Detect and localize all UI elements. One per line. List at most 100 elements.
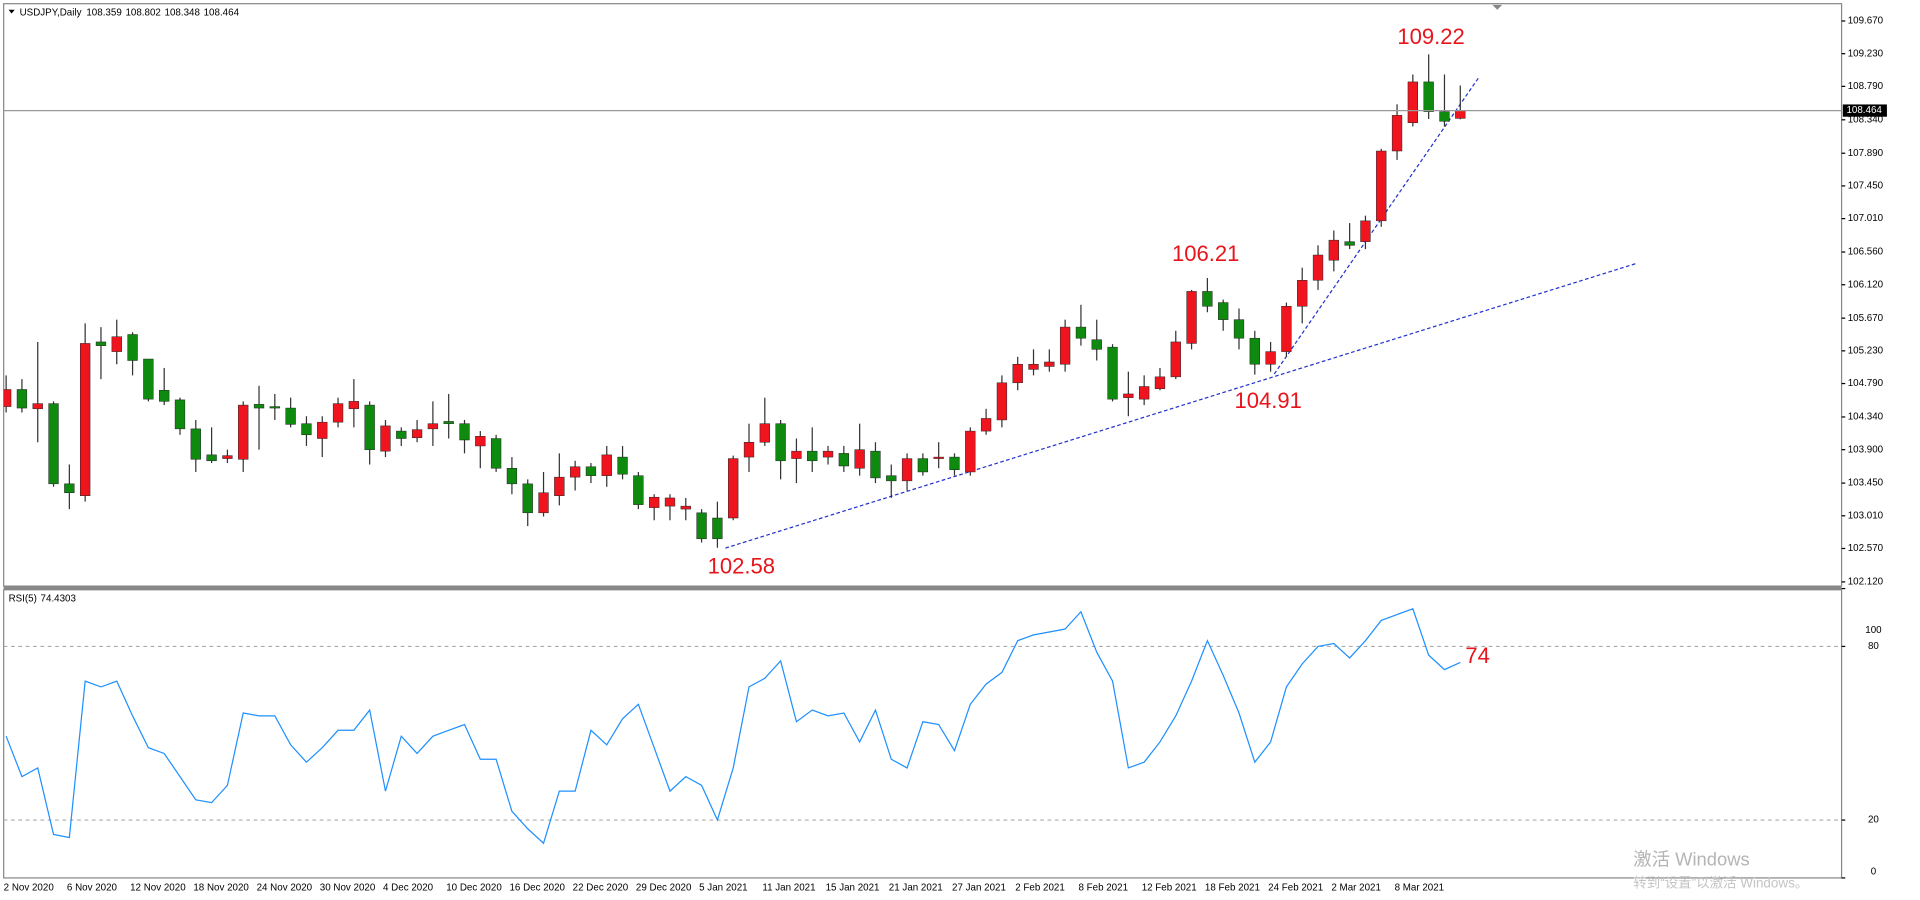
candle-body [206, 454, 217, 462]
y-tick-label: 105.230 [1848, 345, 1884, 356]
candle-body [1376, 150, 1387, 222]
candle-body [538, 492, 549, 514]
x-tick-label: 30 Nov 2020 [320, 882, 376, 893]
x-tick-label: 24 Feb 2021 [1268, 882, 1323, 893]
candle-body [1154, 376, 1166, 389]
candle-body [364, 404, 375, 450]
candle-body [143, 358, 154, 400]
candle-body [301, 423, 312, 436]
header-high: 108.802 [125, 7, 160, 18]
y-tick-label: 107.450 [1848, 181, 1884, 192]
candle-body [585, 466, 597, 476]
header-low: 108.348 [165, 7, 201, 18]
y-tick-label: 109.230 [1848, 48, 1884, 59]
y2-tick-label: 20 [1868, 815, 1879, 826]
candle-body [996, 382, 1008, 421]
y2-tick-label: 100 [1865, 625, 1882, 636]
chart-header: USDJPY,Daily 108.359 108.802 108.348 108.464 [20, 7, 240, 18]
candle-body [664, 497, 676, 507]
x-tick-label: 8 Mar 2021 [1395, 882, 1445, 893]
candle-body [1218, 302, 1229, 320]
candle-body [791, 450, 802, 459]
candle-body [1439, 111, 1450, 122]
y-tick-label: 102.120 [1848, 576, 1884, 587]
candle-body [1170, 341, 1181, 378]
candle-body [854, 449, 865, 469]
y-tick-label: 107.010 [1848, 213, 1884, 224]
y-tick-label: 104.790 [1848, 378, 1884, 389]
candle-body [696, 512, 707, 540]
candle-body [1059, 326, 1071, 365]
x-tick-label: 27 Jan 2021 [952, 882, 1006, 893]
candle-body [601, 454, 612, 476]
candle-body [1202, 291, 1213, 307]
x-tick-label: 12 Nov 2020 [130, 882, 186, 893]
x-tick-label: 5 Jan 2021 [699, 882, 747, 893]
panel-separator [3, 586, 1842, 590]
x-tick-label: 16 Dec 2020 [509, 882, 565, 893]
candle-body [807, 450, 818, 462]
x-tick-label: 18 Feb 2021 [1205, 882, 1260, 893]
candle-body [427, 423, 439, 430]
candle-body [269, 406, 280, 409]
price-annotation: 109.22 [1397, 24, 1464, 49]
y-tick-label: 103.900 [1848, 444, 1884, 455]
candle-body [443, 421, 454, 424]
candle-body [159, 389, 170, 402]
candle-body [1328, 239, 1339, 261]
candle-body [1281, 306, 1292, 352]
x-tick-label: 2 Nov 2020 [4, 882, 55, 893]
candle-body [285, 407, 296, 425]
x-tick-label: 2 Mar 2021 [1331, 882, 1381, 893]
candle-body [617, 456, 628, 475]
candle-body [111, 336, 122, 352]
trend-line [1273, 76, 1480, 375]
candle-body [1423, 81, 1434, 112]
candle-body [1123, 393, 1134, 398]
watermark-title: 激活 Windows [1633, 849, 1749, 870]
candle-body [870, 450, 881, 479]
candle-body [759, 423, 770, 443]
price-annotation: 104.91 [1234, 388, 1301, 413]
candle-body [775, 423, 786, 462]
candle-body [380, 425, 391, 452]
candle-body [1249, 337, 1260, 365]
x-tick-label: 4 Dec 2020 [383, 882, 434, 893]
candle-body [569, 466, 581, 478]
y-tick-label: 108.340 [1848, 114, 1884, 125]
candle-body [522, 483, 533, 514]
candle-body [1186, 291, 1197, 344]
rsi-annotation: 74 [1465, 643, 1490, 668]
y-tick-label: 106.120 [1848, 279, 1884, 290]
header-close: 108.464 [204, 7, 240, 18]
x-tick-label: 21 Jan 2021 [889, 882, 943, 893]
header-open: 108.359 [86, 7, 121, 18]
candle-body [1075, 326, 1087, 339]
candle-body [238, 404, 249, 460]
rsi-line [5, 607, 1461, 845]
candle-body [490, 438, 502, 469]
price-panel [3, 3, 1843, 587]
current-price-box [1842, 104, 1887, 117]
y-tick-label: 102.570 [1848, 543, 1884, 554]
candle-body [965, 430, 976, 473]
menu-arrow [8, 9, 15, 14]
x-tick-label: 11 Jan 2021 [762, 882, 815, 893]
x-tick-label: 29 Dec 2020 [636, 882, 692, 893]
candle-body [1044, 361, 1055, 367]
candle-body [1297, 280, 1308, 307]
y-tick-label: 105.670 [1848, 313, 1884, 324]
candle-body [980, 418, 992, 432]
price-annotation: 106.21 [1172, 241, 1239, 266]
candle-body [1344, 241, 1355, 246]
candle-body [317, 421, 328, 439]
rsi-title: RSI(5) [9, 593, 37, 604]
rsi-line-group [5, 607, 1461, 845]
candle-body [475, 436, 486, 447]
rsi-header: RSI(5) 74.4303 [9, 593, 77, 604]
candle-body [127, 334, 138, 361]
y-tick-label: 104.340 [1848, 412, 1884, 423]
candle-body [743, 441, 755, 458]
x-tick-label: 24 Nov 2020 [257, 882, 313, 893]
